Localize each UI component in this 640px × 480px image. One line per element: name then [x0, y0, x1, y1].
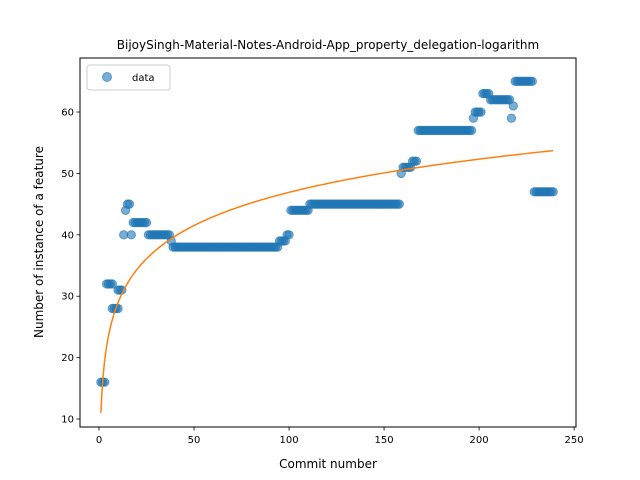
- x-axis-ticks: 0 50 100 150 200 250: [96, 427, 584, 446]
- x-tick-label-50: 50: [188, 435, 201, 446]
- data-point-17: [124, 199, 135, 209]
- axes-frame: [79, 57, 577, 428]
- chart-title: BijoySingh-Material-Notes-Android-App_pr…: [117, 38, 539, 52]
- data-point-101: [284, 230, 294, 240]
- plot-area: [96, 76, 558, 413]
- legend-marker-data: [102, 72, 112, 82]
- y-tick-label-60: 60: [61, 108, 74, 119]
- y-axis-label: Number of instance of a feature: [32, 146, 46, 338]
- legend-label-data: data: [132, 73, 155, 84]
- legend-box: [86, 64, 171, 91]
- x-tick-label-0: 0: [96, 435, 102, 446]
- y-tick-label-20: 20: [61, 353, 74, 364]
- data-point-202: [476, 107, 486, 117]
- data-point-26: [141, 217, 152, 228]
- x-tick-label-100: 100: [279, 435, 298, 446]
- data-point-197: [466, 125, 477, 136]
- data-point-229: [527, 76, 537, 87]
- data-point-168: [411, 156, 422, 166]
- fit-line: [100, 149, 554, 413]
- y-tick-label-40: 40: [61, 230, 74, 241]
- y-tick-label-10: 10: [61, 415, 74, 426]
- data-point-6: [107, 279, 118, 289]
- x-tick-label-250: 250: [565, 435, 584, 446]
- y-axis-ticks: 10 20 30 40 50 60: [61, 108, 80, 426]
- data-point-240: [548, 187, 558, 197]
- y-tick-label-50: 50: [61, 169, 74, 180]
- x-tick-label-150: 150: [375, 435, 394, 446]
- x-tick-label-200: 200: [470, 435, 489, 446]
- y-tick-label-30: 30: [61, 292, 74, 303]
- data-point-219: [508, 101, 518, 111]
- data-point-218: [506, 113, 517, 123]
- data-point-18: [126, 230, 137, 240]
- legend: data: [86, 64, 171, 91]
- data-point-159: [394, 199, 404, 209]
- x-axis-label: Commit number: [279, 457, 377, 471]
